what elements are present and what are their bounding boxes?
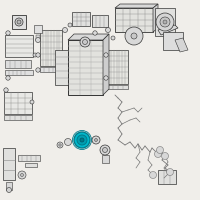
FancyBboxPatch shape — [92, 15, 108, 27]
Circle shape — [6, 76, 10, 80]
FancyBboxPatch shape — [5, 60, 31, 68]
Circle shape — [106, 27, 110, 32]
FancyBboxPatch shape — [3, 148, 15, 180]
Circle shape — [156, 146, 164, 154]
Circle shape — [111, 36, 115, 40]
Circle shape — [104, 53, 108, 57]
Circle shape — [166, 168, 174, 176]
Circle shape — [162, 152, 168, 160]
Circle shape — [163, 20, 167, 24]
Circle shape — [102, 148, 108, 152]
Circle shape — [36, 53, 40, 57]
FancyBboxPatch shape — [68, 40, 103, 95]
Circle shape — [17, 20, 21, 24]
FancyBboxPatch shape — [40, 67, 62, 72]
Polygon shape — [158, 25, 178, 35]
Circle shape — [33, 53, 37, 57]
FancyBboxPatch shape — [5, 70, 33, 75]
FancyBboxPatch shape — [40, 30, 62, 66]
Circle shape — [83, 40, 88, 45]
Circle shape — [68, 23, 72, 27]
Polygon shape — [103, 34, 109, 95]
Circle shape — [15, 18, 23, 26]
FancyBboxPatch shape — [25, 163, 37, 167]
Circle shape — [36, 38, 40, 43]
FancyBboxPatch shape — [12, 15, 26, 29]
Circle shape — [77, 135, 87, 145]
FancyBboxPatch shape — [4, 92, 32, 114]
Circle shape — [104, 76, 108, 80]
FancyBboxPatch shape — [6, 182, 12, 190]
Circle shape — [93, 31, 97, 35]
Circle shape — [18, 171, 26, 179]
FancyBboxPatch shape — [163, 32, 183, 50]
Circle shape — [95, 138, 98, 142]
Circle shape — [6, 31, 10, 35]
Circle shape — [36, 68, 40, 72]
Circle shape — [154, 150, 162, 158]
FancyBboxPatch shape — [102, 155, 109, 163]
FancyBboxPatch shape — [55, 50, 69, 85]
Polygon shape — [68, 34, 109, 40]
FancyBboxPatch shape — [18, 155, 40, 161]
Polygon shape — [175, 38, 188, 52]
FancyBboxPatch shape — [72, 12, 90, 26]
FancyBboxPatch shape — [34, 25, 42, 33]
Circle shape — [150, 171, 156, 178]
Circle shape — [125, 27, 143, 45]
FancyBboxPatch shape — [5, 35, 33, 57]
FancyBboxPatch shape — [115, 8, 153, 32]
Polygon shape — [115, 4, 158, 8]
FancyBboxPatch shape — [108, 50, 128, 84]
Circle shape — [4, 88, 8, 92]
Polygon shape — [153, 4, 158, 32]
Circle shape — [64, 138, 72, 146]
Circle shape — [6, 188, 12, 192]
Circle shape — [59, 144, 61, 146]
Circle shape — [62, 27, 68, 32]
Circle shape — [74, 132, 90, 148]
FancyBboxPatch shape — [4, 115, 32, 120]
Circle shape — [30, 100, 34, 104]
Circle shape — [100, 145, 110, 155]
Circle shape — [160, 17, 170, 27]
FancyBboxPatch shape — [158, 170, 176, 184]
Circle shape — [156, 13, 174, 31]
Circle shape — [131, 33, 137, 39]
FancyBboxPatch shape — [36, 35, 40, 40]
FancyBboxPatch shape — [155, 8, 175, 36]
Circle shape — [57, 142, 63, 148]
Circle shape — [80, 138, 84, 142]
FancyBboxPatch shape — [108, 85, 128, 89]
Circle shape — [80, 37, 90, 47]
Circle shape — [92, 136, 100, 144]
Circle shape — [21, 173, 24, 176]
